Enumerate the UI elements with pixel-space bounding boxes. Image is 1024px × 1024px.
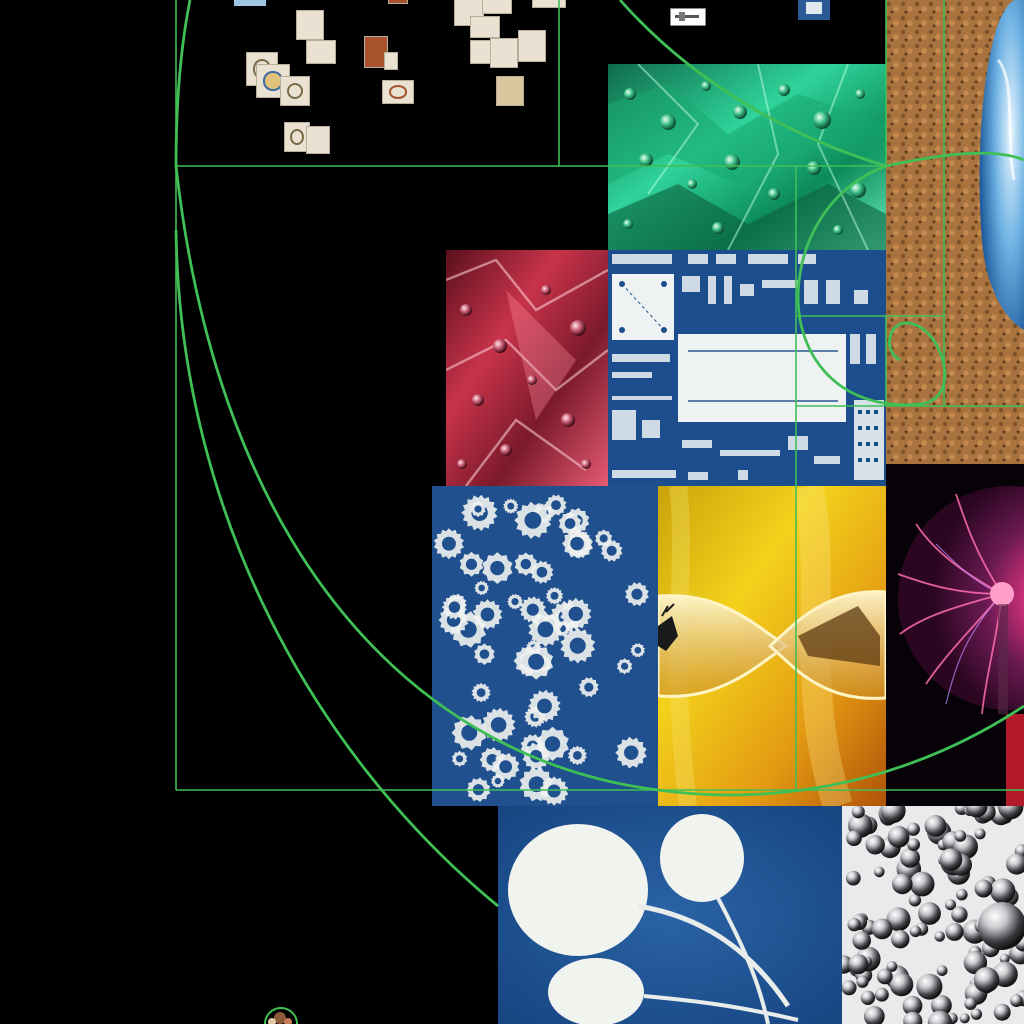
steel-sphere bbox=[852, 931, 871, 950]
steel-sphere bbox=[964, 997, 977, 1010]
steel-sphere bbox=[909, 925, 922, 938]
gear-shape bbox=[601, 540, 623, 562]
steel-sphere bbox=[973, 967, 1000, 993]
steel-sphere bbox=[990, 878, 1016, 904]
steel-sphere bbox=[956, 888, 968, 901]
specimen-thumb bbox=[482, 0, 512, 14]
steel-sphere bbox=[939, 848, 963, 871]
soil-globe-photo bbox=[886, 0, 1024, 464]
steel-sphere bbox=[871, 918, 893, 940]
specimen-thumb bbox=[496, 76, 524, 106]
steel-sphere bbox=[999, 953, 1010, 964]
steel-sphere bbox=[856, 975, 869, 988]
steel-sphere bbox=[965, 806, 988, 818]
steel-sphere bbox=[876, 968, 893, 985]
steel-sphere bbox=[880, 806, 906, 824]
steel-sphere bbox=[945, 922, 964, 941]
specimen-thumb bbox=[490, 38, 518, 68]
cyanotype-thumbnail bbox=[234, 0, 266, 6]
steel-sphere bbox=[908, 894, 922, 907]
specimen-thumb bbox=[306, 126, 330, 154]
steel-sphere bbox=[1006, 853, 1024, 875]
steel-sphere bbox=[974, 879, 993, 898]
green-foil-droplets-photo bbox=[608, 64, 886, 250]
hourglass-photo bbox=[658, 486, 886, 806]
steel-sphere bbox=[860, 990, 876, 1005]
steel-sphere bbox=[892, 873, 913, 895]
steel-sphere bbox=[851, 806, 865, 819]
steel-sphere bbox=[902, 995, 923, 1016]
steel-sphere bbox=[886, 961, 898, 972]
specimen-thumb bbox=[518, 30, 546, 62]
steel-sphere bbox=[997, 806, 1024, 820]
steel-sphere bbox=[847, 917, 861, 932]
steel-sphere bbox=[875, 987, 889, 1002]
steel-sphere bbox=[845, 870, 861, 886]
plasma-ball-photo bbox=[886, 464, 1024, 806]
specimen-thumb bbox=[382, 80, 414, 104]
gears-cyanotype bbox=[432, 486, 658, 806]
steel-sphere bbox=[891, 930, 910, 949]
steel-sphere bbox=[954, 830, 967, 842]
specimen-thumb bbox=[388, 0, 408, 4]
steel-sphere bbox=[934, 931, 945, 942]
specimen-thumb bbox=[306, 40, 336, 64]
leaves-cyanotype bbox=[498, 806, 842, 1024]
steel-sphere bbox=[931, 995, 952, 1016]
steel-sphere bbox=[865, 835, 885, 855]
specimen-thumb bbox=[384, 52, 398, 70]
specimen-thumbnails-cluster bbox=[176, 0, 606, 165]
steel-sphere bbox=[903, 1011, 923, 1024]
steel-sphere bbox=[900, 848, 920, 868]
steel-sphere bbox=[993, 1003, 1011, 1021]
gear-shape bbox=[625, 582, 649, 606]
steel-sphere bbox=[848, 954, 869, 975]
steel-sphere bbox=[863, 1005, 885, 1024]
steel-sphere-large bbox=[978, 902, 1024, 950]
gear-shape bbox=[630, 643, 645, 658]
specimen-thumb bbox=[532, 0, 566, 8]
steel-sphere bbox=[974, 828, 986, 840]
steel-sphere bbox=[846, 830, 862, 846]
cyanotype-thumbnail bbox=[798, 0, 830, 20]
steel-sphere bbox=[970, 1008, 983, 1020]
steel-sphere bbox=[916, 973, 943, 1000]
steel-sphere bbox=[936, 965, 948, 976]
steel-sphere bbox=[918, 902, 941, 925]
steel-sphere bbox=[906, 822, 920, 836]
steel-sphere bbox=[945, 899, 956, 911]
gear-shape bbox=[492, 753, 520, 781]
tool-thumbnail bbox=[670, 8, 706, 26]
steel-sphere bbox=[951, 906, 968, 923]
flower-sprite bbox=[246, 1004, 316, 1024]
steel-sphere bbox=[874, 866, 885, 878]
gear-shape bbox=[579, 677, 599, 698]
steel-sphere bbox=[959, 1013, 970, 1024]
steel-sphere bbox=[886, 907, 911, 932]
red-foil-droplets-photo bbox=[446, 250, 608, 486]
steel-sphere bbox=[887, 825, 910, 848]
circuit-board-cyanotype bbox=[608, 250, 886, 486]
steel-sphere bbox=[907, 838, 920, 851]
steel-sphere bbox=[909, 871, 935, 897]
steel-spheres-photo bbox=[842, 806, 1024, 1024]
steel-sphere bbox=[842, 980, 857, 996]
steel-sphere bbox=[1010, 994, 1023, 1007]
specimen-thumb bbox=[296, 10, 324, 40]
specimen-thumb bbox=[470, 16, 500, 38]
steel-sphere bbox=[924, 815, 947, 837]
steel-sphere bbox=[889, 972, 914, 997]
specimen-thumb bbox=[470, 40, 492, 64]
steel-sphere bbox=[927, 1010, 953, 1024]
specimen-thumb bbox=[280, 76, 310, 106]
